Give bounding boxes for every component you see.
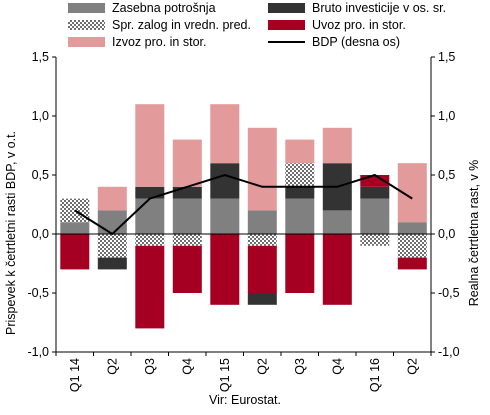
legend-label: Spr. zalog in vredn. pred. bbox=[112, 18, 251, 32]
y-tick-label: 0,0 bbox=[32, 227, 49, 241]
bar-segment bbox=[135, 104, 165, 187]
x-tick-label: Q4 bbox=[180, 358, 194, 375]
x-tick-label: Q4 bbox=[330, 358, 344, 375]
bar-segment bbox=[172, 139, 202, 187]
gdp-line bbox=[74, 173, 413, 236]
x-tick-label: Q1 14 bbox=[68, 358, 82, 392]
legend-item: Spr. zalog in vredn. pred. bbox=[68, 18, 251, 32]
legend-label: Izvoz pro. in stor. bbox=[112, 35, 207, 49]
bar-segment bbox=[172, 186, 202, 199]
bar-segment bbox=[97, 257, 127, 270]
bar-segment bbox=[360, 175, 390, 187]
bar-segment bbox=[285, 186, 315, 199]
x-tick-label: Q1 16 bbox=[368, 358, 382, 392]
bar-segment bbox=[172, 234, 202, 246]
y-tick-label-right: -1,0 bbox=[438, 345, 460, 359]
bar-segment bbox=[285, 163, 315, 187]
bar-segment bbox=[135, 245, 165, 329]
legend-label: BDP (desna os) bbox=[312, 35, 401, 49]
bar-segment bbox=[135, 198, 165, 234]
bar-segment bbox=[60, 234, 90, 270]
bar-segment bbox=[360, 186, 390, 199]
bar-segment bbox=[397, 222, 427, 234]
y-tick-label-right: 0,0 bbox=[438, 227, 455, 241]
bar-segment bbox=[172, 245, 202, 293]
legend-swatch bbox=[268, 20, 305, 30]
y-axis-left-label: Prispevek k četrtletni rasti BDP, v o.t. bbox=[4, 131, 18, 335]
bars-layer bbox=[60, 104, 427, 329]
bar-segment bbox=[97, 186, 127, 211]
y-axis-right-label: Realna četrtletna rast, v % bbox=[467, 160, 481, 307]
bar-segment bbox=[360, 198, 390, 234]
bar-segment bbox=[135, 186, 165, 199]
bar-segment bbox=[322, 127, 352, 164]
bar-segment bbox=[210, 104, 240, 164]
legend-swatch bbox=[268, 3, 305, 13]
y-tick-label: -1,0 bbox=[27, 345, 49, 359]
y-tick-label-right: 1,5 bbox=[438, 50, 455, 64]
bar-segment bbox=[360, 234, 390, 246]
bar-segment bbox=[247, 127, 277, 211]
y-tick-label-right: -0,5 bbox=[438, 286, 460, 300]
y-tick-label: 1,5 bbox=[32, 50, 49, 64]
gdp-line-layer bbox=[74, 173, 413, 236]
y-tick-label: -0,5 bbox=[27, 286, 49, 300]
bar-segment bbox=[285, 198, 315, 234]
bar-segment bbox=[247, 293, 277, 305]
bar-segment bbox=[210, 234, 240, 305]
axes-layer bbox=[55, 57, 432, 353]
bar-segment bbox=[97, 234, 127, 258]
x-tick-label: Q2 bbox=[105, 358, 119, 375]
legend-label: Uvoz pro. in stor. bbox=[312, 18, 406, 32]
bar-segment bbox=[285, 234, 315, 293]
bar-segment bbox=[397, 257, 427, 270]
legend-swatch bbox=[68, 3, 105, 13]
bar-segment bbox=[322, 210, 352, 234]
bar-segment bbox=[285, 139, 315, 164]
legend-label: Zasebna potrošnja bbox=[112, 1, 216, 15]
legend-swatch bbox=[68, 20, 105, 30]
legend-item: Izvoz pro. in stor. bbox=[68, 35, 206, 49]
bar-segment bbox=[247, 210, 277, 234]
x-tick-label: Q3 bbox=[143, 358, 157, 375]
bar-segment bbox=[210, 163, 240, 199]
legend-item: BDP (desna os) bbox=[268, 35, 400, 49]
x-tick-label: Q1 15 bbox=[218, 358, 232, 392]
legend-item: Zasebna potrošnja bbox=[68, 1, 216, 15]
y-tick-label: 1,0 bbox=[32, 109, 49, 123]
bar-segment bbox=[172, 198, 202, 234]
bar-segment bbox=[322, 234, 352, 305]
legend-item: Bruto investicije v os. sr. bbox=[268, 1, 446, 15]
bar-segment bbox=[247, 245, 277, 293]
y-tick-label: 0,5 bbox=[32, 168, 49, 182]
x-tick-label: Q2 bbox=[405, 358, 419, 375]
bar-segment bbox=[60, 222, 90, 234]
bar-segment bbox=[210, 198, 240, 234]
bar-segment bbox=[97, 210, 127, 234]
ticks-layer: -1,0 -1,0 -0,5 -0,5 0,0 0,0 0,5 0,5 1,0 1,0 1,5 1,5… bbox=[27, 50, 459, 392]
x-tick-label: Q3 bbox=[293, 358, 307, 375]
source-note: Vir: Eurostat. bbox=[208, 393, 282, 407]
y-tick-label-right: 0,5 bbox=[438, 168, 455, 182]
legend: Zasebna potrošnja Bruto investicije v os… bbox=[0, 0, 490, 50]
legend-label: Bruto investicije v os. sr. bbox=[312, 1, 447, 15]
legend-swatch bbox=[68, 37, 105, 47]
legend-item: Uvoz pro. in stor. bbox=[268, 18, 406, 32]
bar-segment bbox=[135, 234, 165, 246]
x-tick-label: Q2 bbox=[255, 358, 269, 375]
y-tick-label-right: 1,0 bbox=[438, 109, 455, 123]
bar-segment bbox=[247, 234, 277, 246]
legend-swatch-line bbox=[268, 41, 305, 43]
bar-segment bbox=[397, 234, 427, 258]
